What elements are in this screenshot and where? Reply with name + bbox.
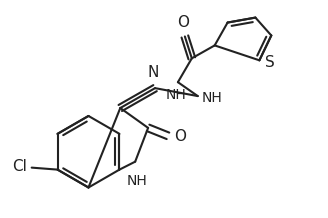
Text: Cl: Cl <box>12 159 27 174</box>
Text: NH: NH <box>127 174 148 187</box>
Text: S: S <box>265 55 275 70</box>
Text: NH: NH <box>202 91 222 105</box>
Text: O: O <box>174 129 186 144</box>
Text: NH: NH <box>166 88 186 102</box>
Text: O: O <box>177 15 189 29</box>
Text: N: N <box>147 65 159 80</box>
